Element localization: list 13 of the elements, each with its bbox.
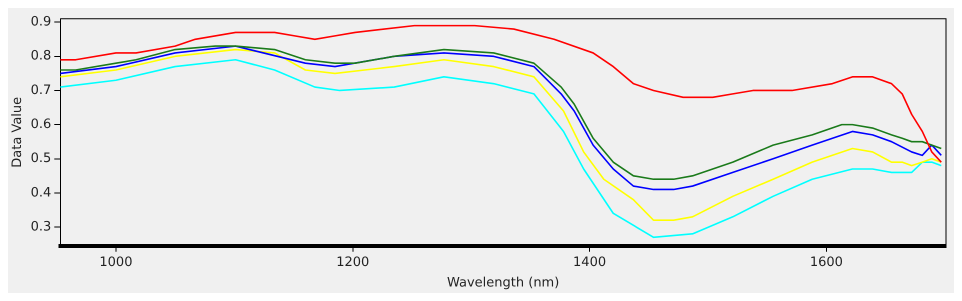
x-tick-label: 1600	[810, 254, 843, 270]
x-tick-label: 1000	[99, 254, 132, 270]
y-tick-label: 0.4	[30, 185, 52, 200]
y-tick-label: 0.6	[30, 116, 52, 132]
y-axis-title: Data Value	[10, 96, 26, 168]
x-tick-label: 1200	[336, 254, 370, 270]
y-tick-label: 0.7	[30, 82, 52, 98]
x-tick-label: 1400	[573, 254, 606, 270]
x-axis-title: Wavelength (nm)	[446, 276, 560, 291]
y-tick-label: 0.5	[30, 151, 52, 166]
y-tick-label: 0.3	[30, 219, 52, 234]
y-tick-label: 0.9	[30, 14, 52, 30]
y-tick-label: 0.8	[30, 48, 52, 64]
